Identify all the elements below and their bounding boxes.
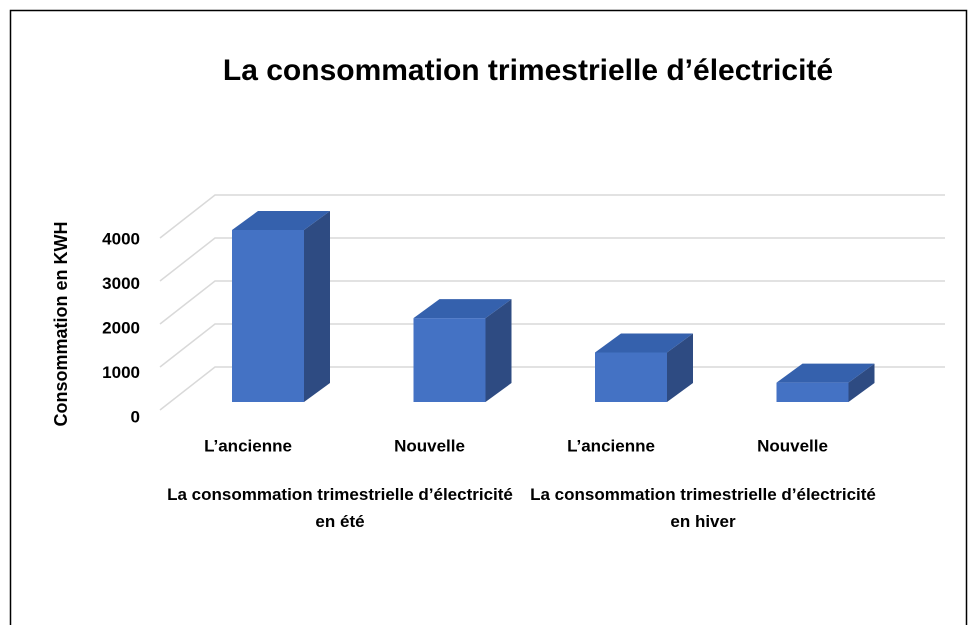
bar-side [667, 333, 693, 402]
x-tick-label: L’ancienne [204, 436, 292, 455]
bar-front [595, 352, 667, 402]
bar [232, 211, 330, 402]
y-tick-label: 4000 [102, 229, 140, 248]
bar-side [848, 363, 875, 402]
bar-front [776, 382, 849, 402]
bar-top [776, 363, 875, 383]
grid-line [159, 366, 945, 411]
grid-line [159, 323, 945, 368]
x-tick-label: Nouvelle [394, 436, 465, 455]
bar-side [304, 211, 330, 402]
y-tick-label: 3000 [102, 274, 140, 293]
grid-line [159, 280, 945, 325]
grid-line [159, 237, 945, 282]
group-label: La consommation trimestrielle d’électric… [530, 485, 876, 531]
bar [595, 333, 693, 402]
bar-top [595, 333, 693, 353]
y-tick-label: 1000 [102, 363, 140, 382]
bar-top [413, 299, 512, 319]
chart-title: La consommation trimestrielle d’électric… [223, 54, 833, 87]
chart-border [9, 9, 968, 625]
bar [413, 299, 512, 402]
x-tick-label: L’ancienne [567, 436, 655, 455]
bar-front [413, 318, 486, 402]
y-tick-label: 0 [131, 407, 140, 426]
x-tick-label: Nouvelle [757, 436, 828, 455]
y-tick-label: 2000 [102, 318, 140, 337]
bar [776, 363, 875, 402]
bar-side [485, 299, 512, 402]
group-label: La consommation trimestrielle d’électric… [167, 485, 513, 531]
bar-top [232, 211, 330, 230]
y-axis-label: Consommation en KWH [51, 222, 71, 427]
grid-line [159, 194, 945, 239]
bar-front [232, 230, 304, 402]
